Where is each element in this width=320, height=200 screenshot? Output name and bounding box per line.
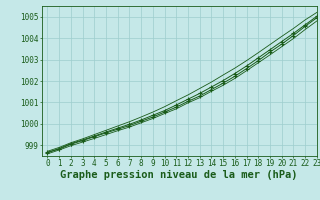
X-axis label: Graphe pression niveau de la mer (hPa): Graphe pression niveau de la mer (hPa) xyxy=(60,170,298,180)
